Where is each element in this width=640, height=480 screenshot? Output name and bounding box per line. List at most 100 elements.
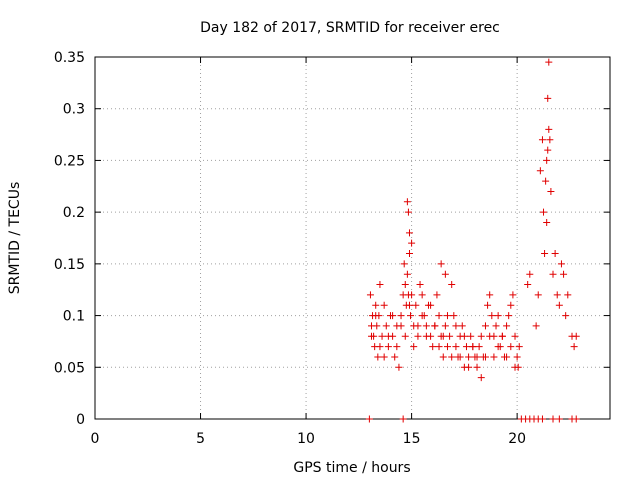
data-point — [365, 415, 373, 423]
data-point — [540, 208, 548, 216]
data-point — [538, 415, 546, 423]
data-point — [547, 187, 555, 195]
data-point — [393, 343, 401, 351]
data-point — [401, 332, 409, 340]
y-axis-label: SRMTID / TECUs — [7, 182, 23, 295]
data-point — [560, 270, 568, 278]
data-point — [532, 322, 540, 330]
data-point — [389, 312, 397, 320]
data-point — [513, 353, 521, 361]
data-point — [403, 198, 411, 206]
data-point — [494, 343, 502, 351]
data-point — [503, 322, 511, 330]
data-point — [373, 322, 381, 330]
x-tick-label: 5 — [196, 431, 205, 447]
data-point — [498, 332, 506, 340]
x-tick-label: 10 — [297, 431, 315, 447]
data-point — [538, 136, 546, 144]
y-tick-label: 0.2 — [63, 205, 85, 221]
data-point — [524, 281, 532, 289]
data-point — [477, 332, 485, 340]
data-point — [405, 229, 413, 237]
data-point — [412, 301, 420, 309]
data-point — [405, 301, 413, 309]
y-tick-label: 0.05 — [54, 360, 85, 376]
data-point — [407, 312, 415, 320]
data-point — [391, 353, 399, 361]
data-point — [384, 343, 392, 351]
points-layer — [365, 58, 580, 423]
data-point — [374, 353, 382, 361]
data-point — [384, 332, 392, 340]
data-point — [481, 322, 489, 330]
data-point — [549, 415, 557, 423]
x-axis-label: GPS time / hours — [293, 460, 410, 476]
data-point — [380, 353, 388, 361]
chart-title: Day 182 of 2017, SRMTID for receiver ere… — [200, 20, 500, 36]
x-tick-label: 20 — [508, 431, 526, 447]
data-point — [452, 322, 460, 330]
data-point — [462, 343, 470, 351]
data-point — [570, 343, 578, 351]
plot-frame — [94, 56, 611, 420]
y-tick-label: 0 — [76, 412, 85, 428]
data-point — [484, 301, 492, 309]
data-point — [475, 343, 483, 351]
data-point — [448, 281, 456, 289]
data-point — [427, 301, 435, 309]
data-point — [410, 343, 418, 351]
data-point — [536, 167, 544, 175]
data-point — [534, 291, 542, 299]
data-point — [469, 343, 477, 351]
y-tick-label: 0.25 — [54, 153, 85, 169]
data-point — [418, 291, 426, 299]
data-point — [372, 301, 380, 309]
data-point — [380, 301, 388, 309]
data-point — [507, 343, 515, 351]
data-point — [488, 312, 496, 320]
data-point — [473, 363, 481, 371]
data-point — [397, 312, 405, 320]
data-point — [545, 125, 553, 133]
data-point — [376, 343, 384, 351]
data-point — [439, 353, 447, 361]
data-point — [511, 363, 519, 371]
data-point — [441, 322, 449, 330]
data-point — [477, 374, 485, 382]
data-point — [555, 415, 563, 423]
data-point — [542, 177, 550, 185]
data-point — [465, 363, 473, 371]
data-point — [367, 332, 375, 340]
data-point — [509, 291, 517, 299]
data-point — [543, 156, 551, 164]
data-point — [376, 281, 384, 289]
data-point — [416, 281, 424, 289]
data-point — [448, 353, 456, 361]
data-point — [543, 218, 551, 226]
y-tick-label: 0.35 — [54, 50, 85, 66]
data-point — [572, 415, 580, 423]
tick-layer: 0 0.05 0.1 0.15 0.2 0.25 0.3 0.35 0 5 10 15 20 — [54, 50, 610, 447]
data-point — [562, 312, 570, 320]
data-point — [429, 343, 437, 351]
data-point — [503, 353, 511, 361]
data-point — [507, 301, 515, 309]
data-point — [403, 270, 411, 278]
y-tick-label: 0.3 — [63, 102, 85, 118]
data-point — [486, 291, 494, 299]
data-point — [446, 332, 454, 340]
data-point — [490, 353, 498, 361]
data-point — [418, 312, 426, 320]
data-point — [544, 146, 552, 154]
data-point — [422, 322, 430, 330]
data-point — [551, 250, 559, 258]
grid-layer — [95, 57, 610, 419]
data-point — [441, 270, 449, 278]
data-point — [553, 291, 561, 299]
data-point — [437, 260, 445, 268]
data-point — [382, 322, 390, 330]
data-point — [443, 343, 451, 351]
data-point — [378, 332, 386, 340]
data-point — [431, 322, 439, 330]
data-point — [555, 301, 563, 309]
